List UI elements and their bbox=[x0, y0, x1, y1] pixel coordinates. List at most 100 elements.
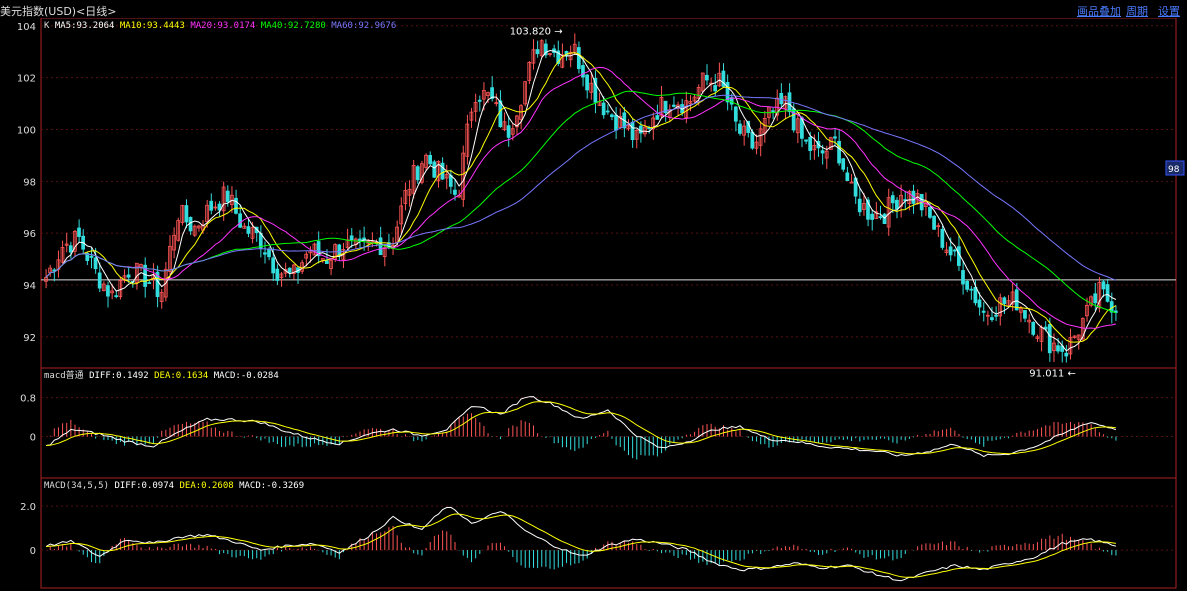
candle-body bbox=[106, 285, 110, 297]
candle-body bbox=[502, 121, 507, 131]
candle-body bbox=[486, 92, 490, 96]
candle-body bbox=[845, 172, 850, 182]
candle-body bbox=[506, 125, 511, 138]
candle-body bbox=[415, 166, 420, 181]
candle-body bbox=[271, 257, 276, 274]
candle-body bbox=[985, 314, 990, 317]
candle-body bbox=[936, 225, 941, 228]
candle-body bbox=[738, 123, 742, 134]
candle-body bbox=[618, 116, 623, 129]
ma60-line bbox=[45, 94, 1117, 281]
macd-legend-1: macd普通 DIFF:0.1492 DEA:0.1634 MACD:-0.02… bbox=[44, 369, 279, 381]
candle-body bbox=[101, 283, 106, 292]
candle-body bbox=[1085, 304, 1089, 317]
candle-body bbox=[651, 117, 656, 130]
candle-body bbox=[548, 53, 552, 55]
candle-body bbox=[585, 74, 589, 91]
candle-body bbox=[1097, 282, 1102, 309]
ma40-line bbox=[45, 90, 1117, 314]
candle-body bbox=[1068, 337, 1073, 355]
candle-body bbox=[614, 114, 618, 131]
candle-body bbox=[833, 136, 837, 139]
candle-body bbox=[671, 104, 676, 107]
period-link[interactable]: 周期 bbox=[1126, 5, 1148, 18]
panel-frame-1 bbox=[40, 367, 1177, 479]
price-y-tick: 96 bbox=[23, 229, 36, 240]
candle-body bbox=[638, 125, 643, 134]
candle-body bbox=[424, 154, 428, 168]
candle-body bbox=[209, 200, 214, 211]
stock-chart[interactable]: 104 102 100 98 96 94 92 103.820 → 91.011 ← K MA5:… bbox=[0, 18, 1187, 591]
candle-body bbox=[890, 195, 895, 204]
candle-body bbox=[775, 97, 779, 116]
candle-body bbox=[841, 158, 846, 170]
candle-body bbox=[870, 213, 874, 220]
candle-body bbox=[473, 102, 478, 112]
dea-line-2 bbox=[46, 513, 1116, 578]
candle-body bbox=[97, 272, 102, 289]
candle-body bbox=[742, 125, 746, 136]
chart-title: 美元指数(USD)<日线> bbox=[0, 5, 117, 18]
candle-body bbox=[60, 247, 65, 263]
candle-body bbox=[820, 150, 825, 154]
candle-body bbox=[837, 140, 841, 164]
candle-body bbox=[696, 86, 701, 99]
candle-body bbox=[196, 225, 201, 229]
candle-body bbox=[1027, 319, 1031, 323]
candle-body bbox=[857, 198, 862, 213]
legend-ma60: MA60:92.9676 bbox=[331, 21, 396, 31]
candle-body bbox=[771, 110, 775, 113]
candle-body bbox=[866, 199, 870, 220]
candle-body bbox=[52, 269, 57, 272]
candle-body bbox=[93, 257, 98, 270]
macd-y-tick-1: 0 bbox=[30, 433, 36, 444]
candle-body bbox=[610, 114, 614, 118]
candle-body bbox=[180, 205, 185, 223]
settings-link[interactable]: 设置 bbox=[1158, 5, 1180, 18]
diff-line-2 bbox=[45, 506, 1117, 582]
candle-body bbox=[874, 211, 879, 219]
candle-body bbox=[705, 74, 709, 81]
candle-body bbox=[527, 62, 532, 81]
candle-body bbox=[1072, 335, 1077, 338]
macd-legend-2: MACD(34,5,5) DIFF:0.0974 DEA:0.2608 MACD… bbox=[44, 481, 304, 491]
candle-body bbox=[510, 128, 515, 135]
overlay-link[interactable]: 画品叠加 bbox=[1077, 5, 1121, 18]
candle-body bbox=[453, 189, 457, 195]
legend-diff: DIFF:0.1492 bbox=[89, 371, 154, 381]
candle-body bbox=[519, 105, 523, 120]
candle-body bbox=[163, 268, 168, 298]
candle-body bbox=[250, 227, 255, 239]
candle-body bbox=[973, 286, 978, 304]
legend-ma40: MA40:92.7280 bbox=[261, 21, 331, 31]
legend-ma20: MA20:93.0174 bbox=[190, 21, 260, 31]
candle-body bbox=[143, 264, 147, 287]
candle-body bbox=[399, 205, 404, 225]
candle-body bbox=[990, 317, 994, 321]
candle-body bbox=[940, 228, 945, 248]
candle-body bbox=[498, 100, 503, 128]
candle-body bbox=[543, 43, 548, 56]
candle-body bbox=[923, 202, 928, 208]
candle-body bbox=[750, 131, 755, 149]
candle-body bbox=[977, 299, 982, 308]
candle-body bbox=[192, 225, 197, 236]
candle-body bbox=[878, 216, 883, 219]
candle-body bbox=[217, 203, 222, 211]
candle-body bbox=[824, 150, 829, 159]
candle-body bbox=[948, 246, 953, 256]
legend-diff: DIFF:0.0974 bbox=[114, 481, 179, 491]
candle-body bbox=[998, 297, 1003, 317]
candle-body bbox=[411, 165, 416, 194]
candle-body bbox=[717, 72, 722, 87]
candle-body bbox=[279, 273, 284, 278]
candle-body bbox=[246, 226, 251, 234]
ma10-line bbox=[45, 52, 1117, 343]
low-label: 91.011 ← bbox=[1029, 369, 1076, 380]
candle-body bbox=[242, 225, 247, 229]
candle-body bbox=[861, 203, 866, 210]
price-y-tick: 102 bbox=[17, 74, 36, 85]
dea-line-1 bbox=[46, 401, 1116, 455]
candle-body bbox=[225, 190, 230, 203]
candle-body bbox=[932, 215, 936, 230]
